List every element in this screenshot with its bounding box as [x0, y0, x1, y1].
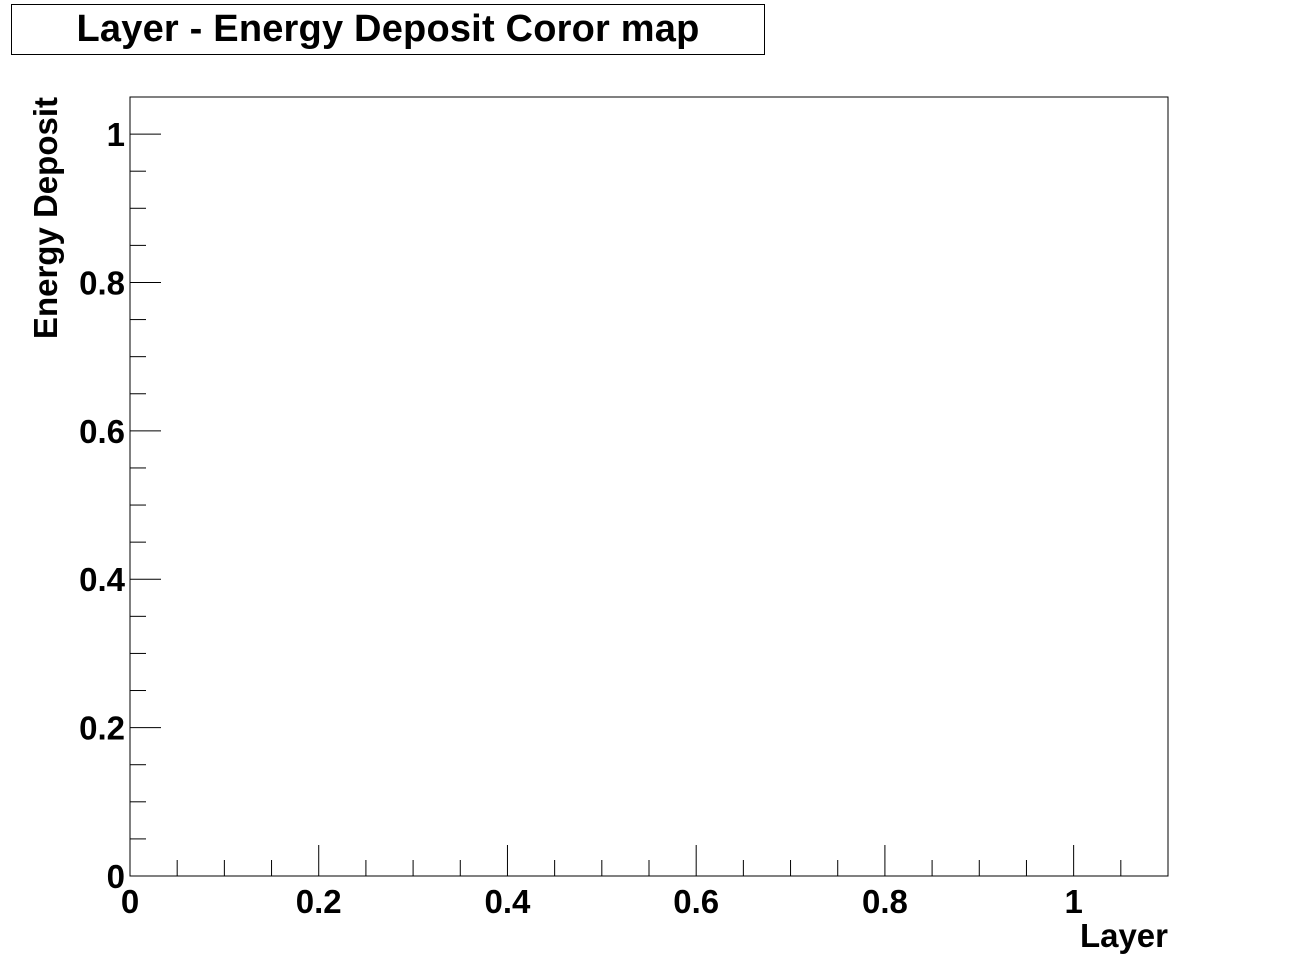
y-minor-ticks: [130, 170, 146, 840]
y-tick-label: 1: [107, 116, 125, 153]
x-tick-label: 0: [121, 883, 139, 920]
y-tick-labels: 0 0.2 0.4 0.6 0.8 1: [79, 116, 126, 895]
x-tick-label: 1: [1064, 883, 1082, 920]
y-major-ticks: [130, 133, 161, 729]
x-tick-label: 0.4: [485, 883, 532, 920]
x-tick-labels: 0 0.2 0.4 0.6 0.8 1: [121, 883, 1083, 920]
y-tick-label: 0: [107, 858, 125, 895]
y-axis-label: Energy Deposit: [27, 97, 64, 339]
x-tick-label: 0.6: [673, 883, 719, 920]
x-tick-label: 0.8: [862, 883, 908, 920]
y-tick-label: 0.4: [79, 561, 126, 598]
chart-title-box: Layer - Energy Deposit Coror map: [11, 4, 765, 55]
y-tick-label: 0.2: [79, 710, 125, 747]
plot-frame: [129, 96, 1169, 877]
x-major-ticks: [318, 845, 1075, 876]
chart-title: Layer - Energy Deposit Coror map: [76, 8, 700, 50]
y-tick-label: 0.8: [79, 264, 125, 301]
x-axis-label: Layer: [1080, 917, 1168, 954]
x-tick-label: 0.2: [296, 883, 342, 920]
y-tick-label: 0.6: [79, 413, 125, 450]
x-minor-ticks: [176, 860, 1122, 876]
